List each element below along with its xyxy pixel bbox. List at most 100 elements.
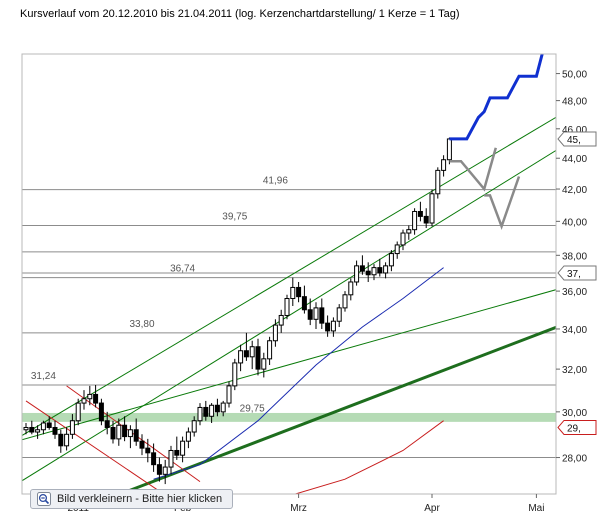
candle	[330, 317, 336, 337]
candle-body	[226, 385, 232, 404]
y-tick-label: 50,00	[562, 70, 587, 81]
candle-body	[243, 350, 249, 358]
candle	[145, 438, 151, 463]
forecast-path-blue	[449, 54, 544, 141]
value-annotation: 31,24	[31, 371, 56, 382]
candle-body	[197, 406, 203, 422]
y-tick-label: 46,00	[562, 125, 587, 136]
right-value-label: 29,	[557, 419, 597, 435]
candle	[122, 416, 128, 442]
candle	[232, 358, 238, 391]
candle	[156, 457, 162, 482]
candle-body	[162, 466, 168, 475]
value-annotation: 41,96	[263, 176, 288, 187]
candle-body	[330, 320, 336, 332]
candle	[249, 340, 255, 370]
candle-body	[40, 422, 46, 431]
candle	[435, 167, 441, 199]
candle-body	[429, 193, 435, 224]
candle-body	[104, 420, 110, 428]
candle	[307, 298, 313, 326]
trend-line	[25, 400, 165, 494]
candle	[441, 155, 447, 177]
candle	[81, 390, 87, 410]
forecast-path-gray	[484, 176, 521, 230]
candle-body	[75, 402, 81, 422]
candle-body	[325, 322, 331, 332]
candle-body	[377, 267, 383, 274]
x-tick-label: Mrz	[290, 503, 307, 514]
candle	[168, 445, 174, 475]
right-value-text: 29,	[567, 423, 581, 434]
y-tick-label: 36,00	[562, 287, 587, 298]
y-axis: 28,00 30,00 32,00 34,00 36,00 38,00 40,00 42,00…	[556, 70, 587, 465]
value-annotation: 33,80	[129, 319, 154, 330]
candle	[284, 294, 290, 320]
candle-body	[93, 393, 99, 404]
candle	[383, 262, 389, 279]
candle	[255, 338, 261, 376]
y-tick-label: 44,00	[562, 154, 587, 165]
candle	[116, 418, 122, 446]
candle	[423, 208, 429, 228]
candle-body	[383, 265, 389, 274]
y-tick-label: 38,00	[562, 251, 587, 262]
chart-title: Kursverlauf vom 20.12.2010 bis 21.04.201…	[20, 8, 460, 20]
candle	[46, 416, 52, 430]
right-value-label: 37,	[557, 265, 597, 281]
moving-average-red	[293, 420, 444, 494]
candle	[365, 262, 371, 282]
zoom-out-label: Bild verkleinern - Bitte hier klicken	[57, 493, 223, 505]
value-annotation: 39,75	[222, 211, 247, 222]
candle	[40, 420, 46, 435]
forecast-path-gray	[449, 147, 498, 192]
candle	[191, 416, 197, 437]
candle-body	[359, 265, 365, 272]
candle-body	[435, 169, 441, 195]
candle	[290, 277, 296, 306]
magnifier-minus-icon	[37, 492, 51, 506]
candle-body	[238, 350, 244, 364]
candle	[29, 420, 35, 435]
candle	[110, 420, 116, 444]
candle-body	[319, 307, 325, 324]
candle	[319, 298, 325, 329]
candle-body	[174, 449, 180, 456]
y-tick-label: 32,00	[562, 365, 587, 376]
y-tick-label: 42,00	[562, 185, 587, 196]
candle	[325, 315, 331, 337]
candle	[58, 429, 64, 453]
candle	[377, 258, 383, 277]
candle	[267, 336, 273, 365]
candle	[336, 304, 342, 328]
x-tick-label: Apr	[424, 503, 440, 514]
candle-body	[214, 404, 220, 413]
candle-body	[110, 426, 116, 440]
candle	[185, 427, 191, 449]
candle	[394, 241, 400, 259]
x-tick-label: Mai	[528, 503, 544, 514]
candle	[296, 281, 302, 303]
candle	[52, 420, 58, 439]
y-tick-label: 30,00	[562, 408, 587, 419]
candle-body	[122, 424, 128, 438]
candle-body	[168, 449, 174, 468]
candle-body	[116, 424, 122, 440]
candle-body	[307, 309, 313, 320]
trend-line	[66, 385, 201, 483]
candle-body	[98, 402, 104, 422]
candle	[69, 414, 75, 439]
candle-body	[365, 270, 371, 276]
candle-body	[35, 429, 41, 433]
candle-body	[151, 452, 157, 466]
y-tick-label: 48,00	[562, 97, 587, 108]
candle-body	[87, 393, 93, 400]
candle	[354, 260, 360, 286]
candle	[209, 403, 215, 423]
candle	[203, 400, 209, 421]
candle	[162, 459, 168, 485]
zoom-out-button[interactable]: Bild verkleinern - Bitte hier klicken	[30, 489, 234, 509]
candle-body	[58, 433, 64, 447]
candle	[348, 278, 354, 301]
